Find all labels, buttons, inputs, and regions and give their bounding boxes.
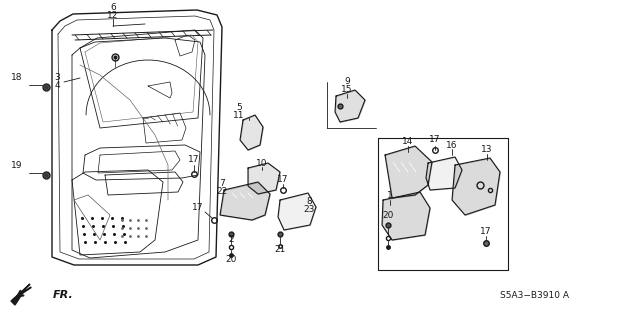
Text: 8: 8	[306, 197, 312, 206]
Text: 12: 12	[108, 11, 118, 19]
Text: 21: 21	[275, 246, 285, 255]
Text: 14: 14	[403, 137, 413, 146]
Text: 15: 15	[341, 85, 353, 94]
Text: 22: 22	[216, 187, 228, 196]
Text: 17: 17	[188, 155, 200, 165]
Text: 4: 4	[54, 81, 60, 91]
Text: 17: 17	[480, 227, 492, 236]
Text: 18: 18	[12, 73, 23, 83]
Text: 5: 5	[236, 103, 242, 113]
Text: FR.: FR.	[53, 290, 74, 300]
Polygon shape	[11, 284, 30, 305]
Text: 10: 10	[256, 159, 268, 167]
Text: 19: 19	[12, 161, 23, 170]
Text: 17: 17	[429, 136, 441, 145]
Text: 20: 20	[382, 211, 394, 219]
Text: 13: 13	[481, 145, 493, 154]
Text: 7: 7	[219, 179, 225, 188]
Text: S5A3−B3910 A: S5A3−B3910 A	[500, 291, 570, 300]
Text: 6: 6	[110, 3, 116, 11]
Text: 2: 2	[228, 235, 234, 244]
Text: 11: 11	[233, 112, 244, 121]
Text: 1: 1	[387, 191, 393, 201]
Text: 23: 23	[303, 205, 315, 214]
Text: 20: 20	[225, 255, 237, 263]
Text: 17: 17	[277, 175, 289, 184]
Text: 17: 17	[192, 204, 204, 212]
Text: 16: 16	[446, 140, 458, 150]
Text: 9: 9	[344, 78, 350, 86]
Text: 3: 3	[54, 73, 60, 83]
